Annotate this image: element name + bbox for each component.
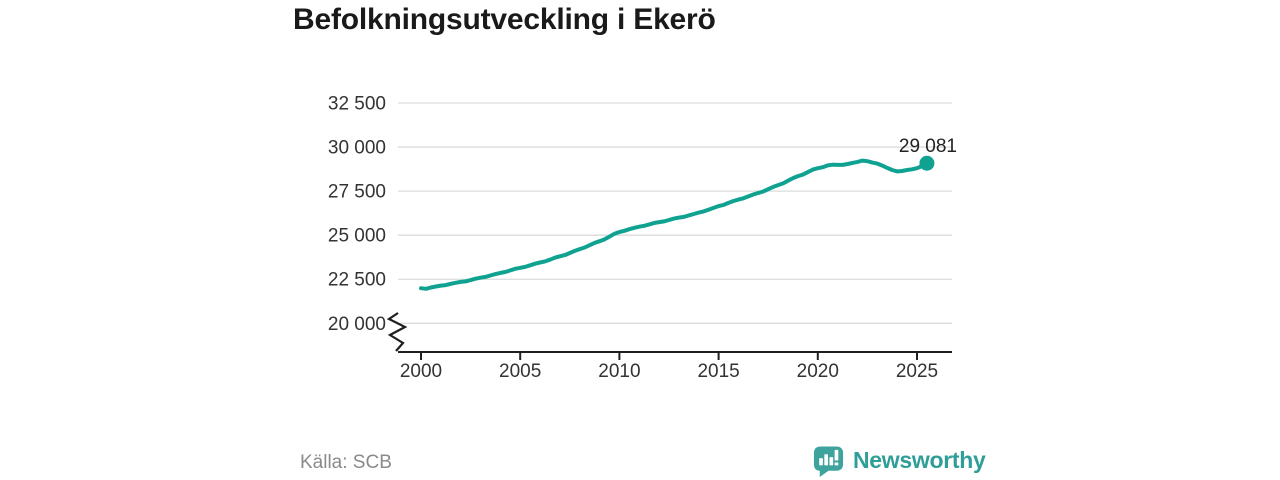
latest-value-label: 29 081 <box>898 136 957 157</box>
x-tick-label: 2005 <box>499 361 541 382</box>
y-tick-label: 30 000 <box>328 138 386 159</box>
y-tick-label: 25 000 <box>328 226 386 247</box>
source-note: Källa: SCB <box>300 452 392 473</box>
y-tick-label: 32 500 <box>328 94 386 115</box>
y-tick-label: 27 500 <box>328 182 386 203</box>
population-line <box>419 158 929 291</box>
x-tick-label: 2010 <box>598 361 640 382</box>
x-tick-label: 2020 <box>797 361 839 382</box>
newsworthy-logo: Newsworthy <box>812 443 986 478</box>
x-tick-label: 2025 <box>896 361 938 382</box>
y-tick-label: 22 500 <box>328 270 386 291</box>
newsworthy-logo-icon <box>813 445 844 477</box>
newsworthy-logo-text: Newsworthy <box>853 447 986 473</box>
x-tick-label: 2015 <box>697 361 739 382</box>
y-axis-break-icon <box>386 312 408 352</box>
chart-title: Befolkningsutveckling i Ekerö <box>293 3 716 36</box>
x-tick-label: 2000 <box>400 361 442 382</box>
y-tick-label: 20 000 <box>328 314 386 335</box>
end-point-dot <box>919 155 935 171</box>
